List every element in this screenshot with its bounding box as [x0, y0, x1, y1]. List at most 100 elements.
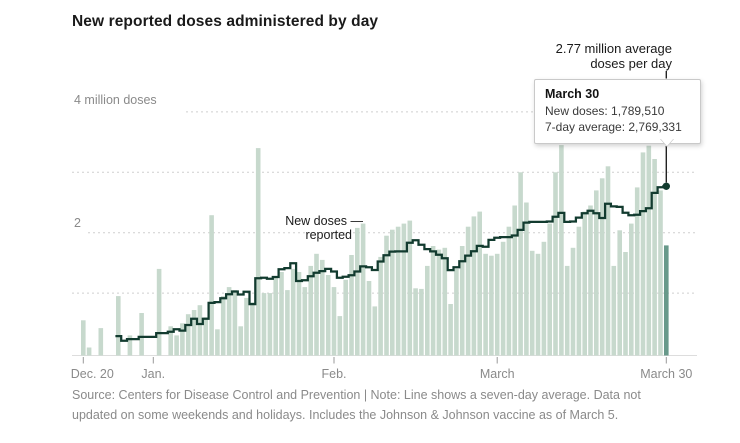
dose-bar[interactable]	[337, 316, 343, 356]
y-axis-label-4-million: 4 million doses	[74, 93, 157, 107]
dose-bar[interactable]	[425, 265, 430, 356]
dose-bar[interactable]	[500, 241, 506, 356]
dose-bar[interactable]	[215, 329, 220, 356]
dose-bar[interactable]	[244, 297, 249, 356]
dose-bar[interactable]	[611, 265, 617, 356]
dose-bar[interactable]	[564, 265, 570, 356]
dose-bar[interactable]	[279, 272, 284, 356]
new-doses-annotation-line1: New doses —	[285, 214, 363, 228]
dose-bar[interactable]	[302, 287, 308, 356]
dose-bar[interactable]	[413, 288, 418, 356]
dose-bar-highlighted[interactable]	[664, 245, 669, 356]
dose-bar[interactable]	[343, 279, 348, 356]
dose-bar[interactable]	[419, 288, 424, 356]
dose-bar[interactable]	[494, 253, 500, 356]
dose-bar[interactable]	[261, 293, 267, 356]
tooltip-date: March 30	[545, 87, 600, 101]
dose-bar[interactable]	[209, 215, 214, 356]
average-doses-annotation-line2: doses per day	[590, 55, 672, 71]
dose-bar[interactable]	[459, 246, 465, 356]
source-note-line2: updated on some weekends and holidays. I…	[72, 407, 619, 422]
dose-bar[interactable]	[185, 314, 191, 356]
dose-bar[interactable]	[582, 211, 587, 356]
dose-bar[interactable]	[331, 287, 337, 356]
dose-bar[interactable]	[390, 229, 395, 356]
dose-bar[interactable]	[308, 265, 313, 356]
dose-bar[interactable]	[436, 249, 442, 356]
dose-bar[interactable]	[255, 148, 261, 356]
dose-bar[interactable]	[594, 190, 599, 356]
dose-bar[interactable]	[658, 190, 663, 356]
dose-bar[interactable]	[180, 323, 185, 356]
dose-bar[interactable]	[629, 223, 634, 356]
dose-bar[interactable]	[442, 247, 448, 356]
dose-bar[interactable]	[156, 268, 162, 356]
dose-bar[interactable]	[220, 296, 226, 356]
dose-bar[interactable]	[430, 246, 436, 356]
dose-bar[interactable]	[285, 290, 290, 356]
dose-bar[interactable]	[465, 226, 471, 356]
dose-bar[interactable]	[314, 253, 319, 356]
y-axis-label-2-million: 2	[74, 216, 81, 230]
dose-bar[interactable]	[518, 172, 523, 356]
dose-bar[interactable]	[366, 281, 372, 356]
dose-bar[interactable]	[559, 145, 564, 356]
dose-bar[interactable]	[524, 202, 529, 356]
dose-bar[interactable]	[139, 313, 144, 356]
dose-bar[interactable]	[174, 335, 179, 356]
dose-bar[interactable]	[599, 178, 605, 356]
dose-bar[interactable]	[652, 159, 657, 356]
dose-bar[interactable]	[512, 205, 517, 356]
dose-bar[interactable]	[448, 304, 453, 356]
dose-bar[interactable]	[378, 256, 383, 356]
dose-bar[interactable]	[127, 335, 133, 356]
dose-bar[interactable]	[325, 275, 331, 356]
dose-bar[interactable]	[576, 226, 582, 356]
dose-bar[interactable]	[547, 223, 552, 356]
dose-bar[interactable]	[168, 326, 173, 356]
dose-bar[interactable]	[529, 250, 535, 356]
dose-bar[interactable]	[477, 211, 482, 356]
dose-bar[interactable]	[588, 205, 593, 356]
dose-bar[interactable]	[471, 216, 477, 356]
dose-bar[interactable]	[395, 226, 401, 356]
dose-bar[interactable]	[623, 252, 628, 356]
x-axis-label-dec--20: Dec. 20	[70, 367, 114, 381]
dose-bar[interactable]	[401, 223, 407, 356]
dose-bar[interactable]	[535, 253, 541, 356]
dose-bar[interactable]	[541, 241, 547, 356]
dose-bar[interactable]	[634, 187, 640, 356]
dose-bar[interactable]	[489, 255, 494, 356]
dose-bar[interactable]	[250, 302, 255, 356]
dose-bar[interactable]	[640, 152, 646, 356]
dose-bar[interactable]	[617, 230, 622, 356]
dose-bar[interactable]	[360, 223, 366, 356]
dose-bar[interactable]	[605, 166, 611, 356]
dose-bar[interactable]	[191, 310, 197, 356]
dose-bar[interactable]	[197, 305, 203, 356]
dose-bar[interactable]	[646, 145, 652, 356]
dose-bar[interactable]	[226, 287, 232, 356]
dose-bar[interactable]	[320, 259, 325, 356]
dose-bar[interactable]	[116, 296, 121, 356]
dose-bar[interactable]	[290, 268, 296, 356]
dose-bar[interactable]	[506, 226, 512, 356]
dose-bar[interactable]	[384, 235, 389, 356]
dose-bar[interactable]	[98, 328, 104, 356]
dose-bar[interactable]	[296, 272, 302, 356]
dose-bar[interactable]	[349, 255, 354, 356]
dose-bar[interactable]	[86, 347, 92, 356]
dose-bar[interactable]	[267, 293, 273, 356]
dose-bar[interactable]	[355, 227, 360, 356]
dose-bar[interactable]	[454, 268, 459, 356]
dose-bar[interactable]	[570, 247, 576, 356]
dose-bar[interactable]	[273, 278, 278, 356]
dose-bar[interactable]	[372, 306, 378, 356]
dose-bar[interactable]	[232, 290, 238, 356]
dose-bar[interactable]	[553, 172, 558, 356]
dose-bar[interactable]	[81, 320, 86, 356]
dose-bar[interactable]	[483, 253, 488, 356]
dose-bar[interactable]	[203, 317, 208, 356]
dose-bar[interactable]	[238, 326, 243, 356]
dose-bar[interactable]	[407, 220, 413, 356]
